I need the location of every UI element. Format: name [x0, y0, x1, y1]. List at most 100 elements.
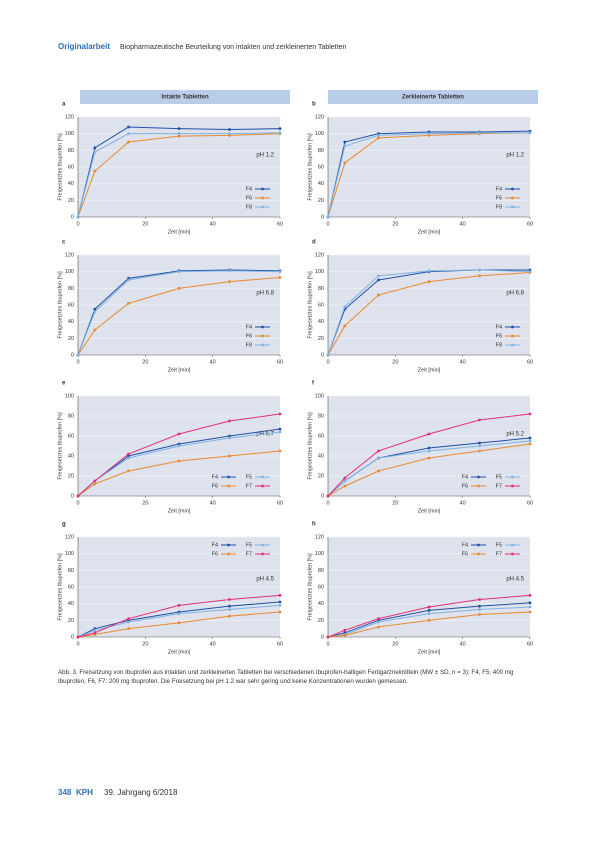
data-point — [177, 134, 181, 138]
legend-label: F7 — [246, 551, 252, 557]
y-tick-label: 60 — [318, 302, 324, 308]
legend-marker — [477, 475, 480, 479]
data-point — [278, 603, 282, 607]
data-point — [478, 613, 481, 616]
annotation: pH 6.8 — [256, 291, 274, 297]
data-point — [343, 628, 347, 632]
annotation: pH 5.7 — [256, 432, 274, 438]
data-point — [343, 479, 347, 483]
data-point — [127, 140, 130, 144]
data-point — [528, 131, 532, 135]
legend-marker — [511, 334, 514, 338]
data-point — [228, 132, 231, 136]
data-point — [377, 293, 380, 297]
legend-marker — [477, 552, 480, 556]
data-point — [343, 484, 347, 488]
data-point — [377, 449, 380, 453]
data-point — [326, 635, 330, 639]
y-tick-label: 80 — [318, 286, 324, 292]
data-point — [528, 436, 532, 440]
data-point — [76, 215, 80, 219]
series-line — [77, 132, 281, 218]
column-title: Zerkleinerte Tabletten — [402, 95, 464, 101]
data-point — [228, 280, 231, 284]
data-point — [278, 593, 282, 597]
data-point — [427, 280, 431, 284]
y-tick-label: 0 — [71, 352, 74, 358]
caption: Abb. 3. Freisetzung von Ibuprofen aus in… — [58, 669, 514, 685]
data-point — [528, 412, 532, 416]
data-point — [528, 442, 532, 446]
panel-label: b — [312, 102, 316, 108]
data-point — [93, 482, 97, 486]
legend-label: F8 — [496, 342, 502, 348]
x-tick-label: 0 — [326, 221, 329, 227]
y-tick-label: 80 — [68, 148, 74, 154]
y-tick-label: 0 — [71, 634, 74, 640]
legend-label: F7 — [496, 483, 502, 489]
y-tick-label: 120 — [65, 252, 74, 258]
data-point — [93, 310, 97, 314]
legend-marker — [261, 475, 264, 479]
legend-label: F7 — [246, 483, 252, 489]
legend-marker — [511, 552, 514, 556]
y-tick-label: 80 — [318, 148, 324, 154]
column-band — [80, 90, 290, 104]
series-line — [77, 450, 281, 497]
data-point — [427, 605, 431, 609]
data-point — [528, 601, 532, 605]
data-point — [93, 328, 97, 332]
y-axis-label: Freigesetztes Ibuprofen [%] — [307, 133, 313, 201]
legend-label: F6 — [462, 551, 468, 557]
data-point — [228, 608, 231, 611]
legend-marker — [227, 475, 230, 479]
data-point — [127, 132, 130, 136]
data-point — [326, 494, 330, 498]
y-tick-label: 60 — [318, 584, 324, 590]
legend-label: F4 — [462, 542, 468, 548]
legend-marker — [511, 325, 514, 329]
data-point — [228, 436, 231, 440]
x-tick-label: 60 — [277, 641, 283, 647]
data-point — [228, 269, 231, 273]
data-point — [278, 610, 282, 614]
data-point — [127, 469, 130, 473]
data-point — [177, 459, 181, 463]
legend-marker — [511, 187, 514, 191]
x-axis-label: Zeit [min] — [168, 649, 191, 655]
y-tick-label: 0 — [321, 214, 324, 220]
legend-marker — [261, 196, 264, 200]
data-point — [228, 434, 231, 438]
y-tick-label: 40 — [318, 601, 324, 607]
series-line — [327, 606, 531, 638]
y-tick-label: 40 — [68, 601, 74, 607]
data-point — [278, 412, 282, 416]
legend-marker — [261, 552, 264, 556]
legend-label: F7 — [496, 551, 502, 557]
series-line — [77, 126, 281, 218]
data-point — [427, 608, 431, 612]
data-point — [427, 612, 431, 616]
legend-label: F6 — [246, 195, 252, 201]
data-point — [127, 627, 130, 631]
y-tick-label: 20 — [318, 198, 324, 204]
x-tick-label: 20 — [142, 359, 148, 365]
y-tick-label: 60 — [318, 164, 324, 170]
series-line — [327, 269, 531, 356]
legend-marker — [511, 196, 514, 200]
y-tick-label: 20 — [318, 618, 324, 624]
legend-label: F4 — [212, 542, 218, 548]
y-axis-label: Freigesetztes Ibuprofen [%] — [57, 133, 63, 201]
series-line — [327, 272, 531, 356]
y-tick-label: 40 — [318, 181, 324, 187]
y-tick-label: 20 — [68, 198, 74, 204]
data-point — [478, 608, 481, 611]
data-point — [76, 494, 80, 498]
x-tick-label: 60 — [527, 641, 533, 647]
legend-label: F6 — [246, 333, 252, 339]
data-point — [377, 469, 380, 473]
legend-marker — [261, 325, 264, 329]
data-point — [177, 432, 181, 436]
y-tick-label: 100 — [65, 131, 74, 137]
y-tick-label: 40 — [318, 453, 324, 459]
